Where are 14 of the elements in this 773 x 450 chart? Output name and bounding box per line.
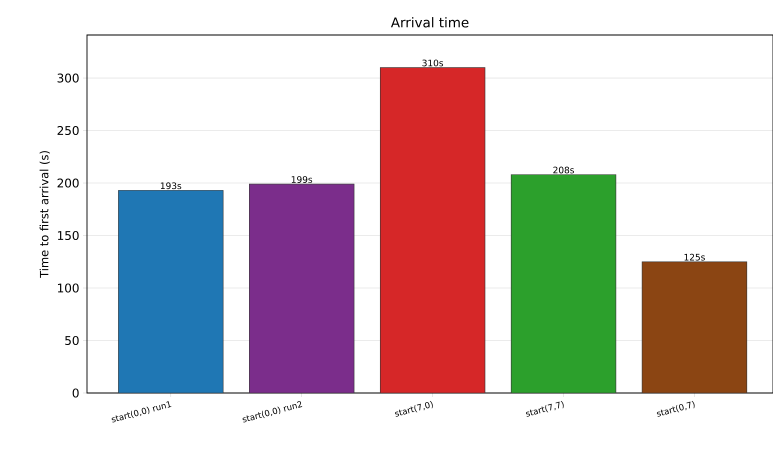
y-tick-label: 200: [58, 178, 79, 188]
y-tick-label: 50: [65, 336, 79, 346]
y-axis-title: Time to first arrival (s): [40, 151, 50, 278]
data-label: 199s: [292, 176, 312, 183]
y-tick-label: 100: [58, 283, 79, 293]
y-tick-label: 300: [58, 74, 79, 83]
data-label: 125s: [684, 254, 705, 261]
data-label: 310s: [422, 60, 444, 66]
data-label: 208s: [553, 166, 574, 174]
y-tick-label: 0: [72, 388, 79, 398]
y-tick-label: 150: [58, 230, 79, 240]
chart-title: Arrival time: [390, 17, 468, 28]
y-tick-label: 250: [58, 126, 79, 136]
data-label: 193s: [160, 182, 182, 190]
